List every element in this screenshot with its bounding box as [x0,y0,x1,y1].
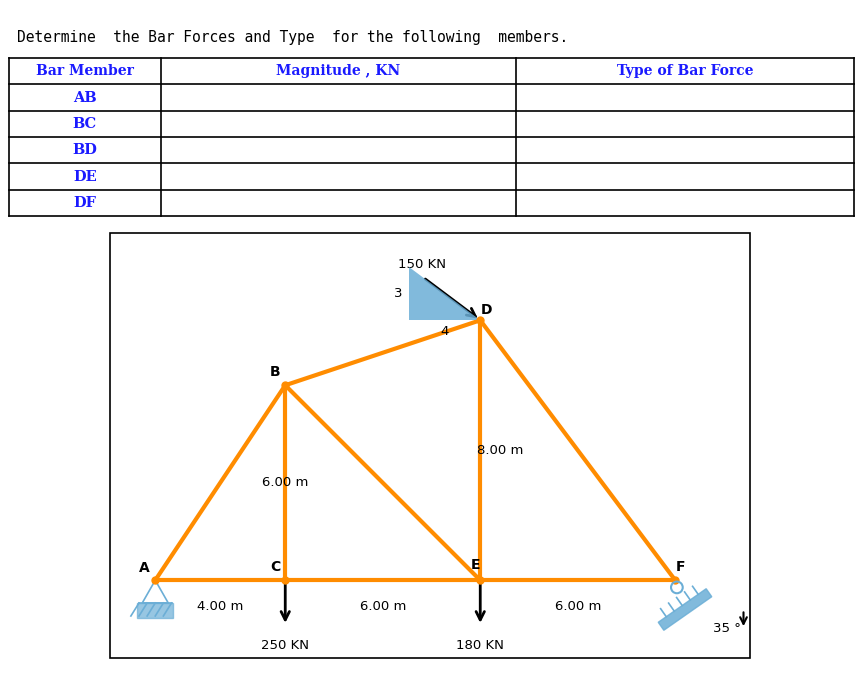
Text: Determine  the Bar Forces and Type  for the following  members.: Determine the Bar Forces and Type for th… [17,30,569,45]
Text: Magnitude , KN: Magnitude , KN [276,64,400,78]
Text: Bar Member: Bar Member [35,64,134,78]
Text: F: F [676,560,685,574]
Text: D: D [481,303,493,317]
Text: 35 °: 35 ° [714,622,741,635]
Text: 180 KN: 180 KN [457,639,504,652]
Bar [137,603,173,618]
Text: 6.00 m: 6.00 m [262,477,308,489]
Text: 150 KN: 150 KN [398,259,446,271]
Text: 250 KN: 250 KN [261,639,309,652]
Text: 3: 3 [394,287,402,300]
Text: 8.00 m: 8.00 m [476,443,523,457]
Text: AB: AB [73,90,97,105]
Text: DF: DF [73,196,97,210]
Text: 6.00 m: 6.00 m [360,600,406,613]
Text: BC: BC [72,117,97,131]
Text: DE: DE [72,169,97,184]
Text: Type of Bar Force: Type of Bar Force [617,64,753,78]
Polygon shape [658,589,712,630]
Text: 4: 4 [440,325,449,338]
Polygon shape [409,267,480,320]
Text: C: C [270,560,280,574]
Text: B: B [270,364,280,379]
Text: BD: BD [72,143,98,157]
Text: E: E [470,558,480,572]
Text: A: A [138,562,149,575]
Text: 6.00 m: 6.00 m [555,600,601,613]
Text: 4.00 m: 4.00 m [197,600,243,613]
